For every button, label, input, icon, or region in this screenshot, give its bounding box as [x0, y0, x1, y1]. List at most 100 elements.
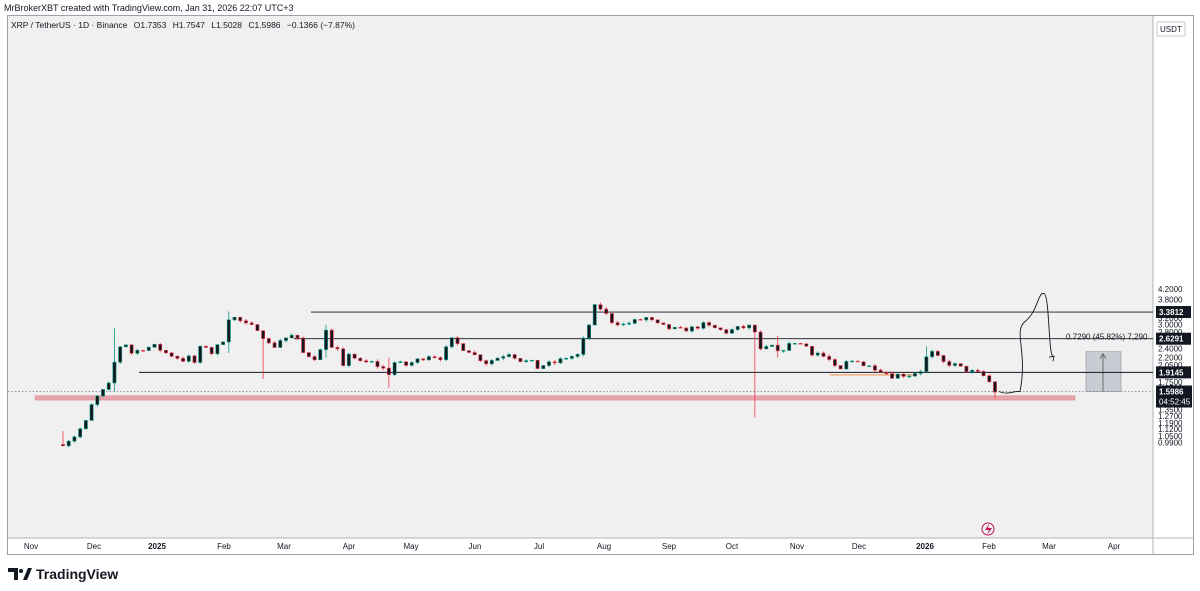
candle[interactable] — [975, 370, 980, 372]
candle[interactable] — [495, 357, 500, 361]
candle[interactable] — [198, 346, 203, 363]
candle[interactable] — [83, 420, 88, 430]
candle[interactable] — [146, 346, 151, 351]
candle[interactable] — [61, 444, 65, 447]
candle[interactable] — [272, 342, 277, 348]
candle[interactable] — [833, 359, 837, 366]
candle[interactable] — [409, 362, 414, 366]
candle[interactable] — [798, 343, 803, 345]
candle[interactable] — [358, 357, 363, 362]
candle[interactable] — [895, 373, 900, 379]
candle[interactable] — [735, 326, 740, 330]
candle[interactable] — [78, 428, 83, 438]
candle[interactable] — [770, 344, 774, 347]
candle[interactable] — [632, 319, 637, 324]
candle[interactable] — [964, 365, 969, 373]
candle[interactable] — [289, 334, 294, 339]
candle[interactable] — [587, 324, 591, 339]
candle[interactable] — [684, 327, 689, 332]
candle[interactable] — [581, 337, 586, 355]
candle[interactable] — [135, 350, 140, 354]
candle[interactable] — [667, 324, 671, 330]
candle[interactable] — [472, 352, 477, 356]
candle[interactable] — [455, 337, 460, 344]
candle[interactable] — [164, 349, 168, 354]
chart-canvas[interactable]: 0.7290 (45.82%) 7,290 4.2000 3.8000 3.20003… — [8, 16, 1193, 554]
candle[interactable] — [873, 365, 877, 371]
candle[interactable] — [935, 351, 940, 356]
candle[interactable] — [175, 355, 180, 359]
candle[interactable] — [449, 337, 454, 348]
candle[interactable] — [993, 381, 997, 393]
candle[interactable] — [775, 344, 780, 352]
candle[interactable] — [672, 327, 677, 330]
candle[interactable] — [878, 369, 883, 373]
candle[interactable] — [724, 329, 729, 334]
candle[interactable] — [747, 324, 752, 329]
candle[interactable] — [541, 365, 546, 369]
candle[interactable] — [638, 319, 643, 321]
candle[interactable] — [930, 351, 935, 358]
candle[interactable] — [804, 343, 809, 347]
candle[interactable] — [66, 440, 71, 447]
candle[interactable] — [644, 317, 649, 321]
candle[interactable] — [432, 356, 437, 358]
candle[interactable] — [529, 359, 534, 362]
candle[interactable] — [810, 345, 814, 356]
candle[interactable] — [661, 322, 666, 325]
candle[interactable] — [621, 323, 626, 326]
candle[interactable] — [752, 324, 757, 333]
candle[interactable] — [947, 361, 952, 366]
candle[interactable] — [215, 344, 220, 355]
candle[interactable] — [123, 344, 128, 348]
candle[interactable] — [301, 337, 306, 353]
candle[interactable] — [129, 344, 134, 354]
candle[interactable] — [306, 352, 311, 357]
candle[interactable] — [821, 352, 826, 357]
candle[interactable] — [266, 338, 271, 344]
candle[interactable] — [861, 361, 866, 367]
candle[interactable] — [398, 361, 403, 363]
candle[interactable] — [547, 361, 551, 366]
candle[interactable] — [615, 322, 620, 326]
candle[interactable] — [226, 319, 231, 343]
candle[interactable] — [901, 373, 906, 377]
candle[interactable] — [610, 313, 614, 323]
candle[interactable] — [695, 326, 700, 329]
candle[interactable] — [89, 404, 94, 421]
candle[interactable] — [209, 347, 214, 355]
plot-area[interactable] — [8, 16, 1153, 538]
candle[interactable] — [855, 360, 860, 363]
candle[interactable] — [461, 343, 466, 351]
candle[interactable] — [489, 360, 494, 365]
candle[interactable] — [221, 341, 225, 345]
candle[interactable] — [569, 356, 574, 359]
candle[interactable] — [792, 343, 797, 345]
candle[interactable] — [913, 373, 917, 377]
candle[interactable] — [764, 346, 769, 350]
lightning-icon[interactable] — [981, 522, 995, 536]
candle[interactable] — [381, 366, 386, 369]
candle[interactable] — [284, 337, 288, 341]
candle[interactable] — [707, 322, 712, 326]
candle[interactable] — [318, 349, 323, 361]
candle[interactable] — [352, 353, 357, 359]
candle[interactable] — [690, 326, 694, 332]
candle[interactable] — [678, 327, 683, 329]
candle[interactable] — [730, 329, 734, 334]
candle[interactable] — [478, 354, 483, 361]
candle[interactable] — [650, 317, 654, 321]
legend-symbol[interactable]: XRP / TetherUS · 1D · Binance — [11, 20, 128, 30]
candle[interactable] — [838, 365, 843, 370]
projection-path[interactable] — [998, 293, 1055, 394]
candle[interactable] — [387, 367, 391, 375]
candle[interactable] — [181, 358, 185, 362]
candle[interactable] — [850, 360, 854, 363]
candle[interactable] — [204, 346, 208, 348]
candle[interactable] — [844, 361, 849, 370]
candle[interactable] — [981, 371, 986, 377]
candle[interactable] — [592, 304, 597, 326]
candle[interactable] — [192, 355, 197, 363]
candle[interactable] — [627, 322, 631, 325]
candle[interactable] — [392, 362, 397, 375]
